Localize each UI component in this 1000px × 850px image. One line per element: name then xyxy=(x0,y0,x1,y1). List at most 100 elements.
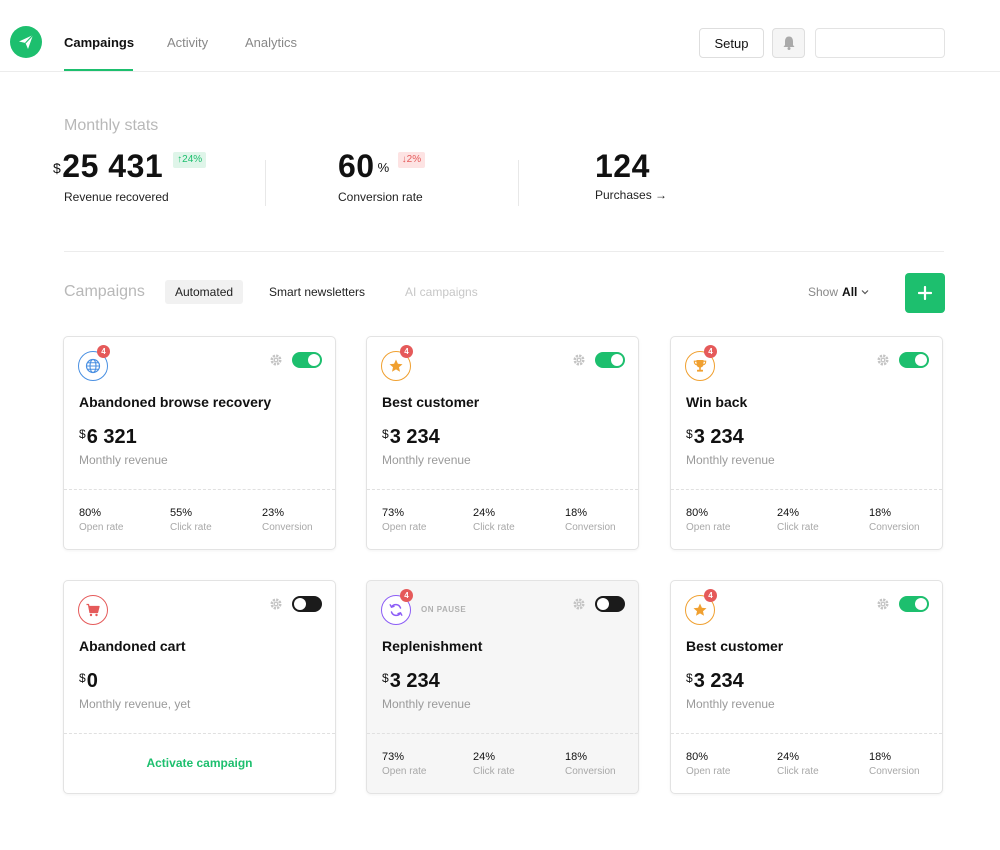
paper-plane-icon[interactable] xyxy=(10,26,42,58)
card-divider xyxy=(671,733,942,734)
currency-symbol: $ xyxy=(686,671,693,685)
revenue-amount: 3 234 xyxy=(693,670,744,692)
show-label: Show xyxy=(808,285,839,299)
metric-click-rate: 24% Click rate xyxy=(777,507,819,533)
revenue-amount: 0 xyxy=(86,670,98,692)
stat-purchases[interactable]: 124 Purchases → xyxy=(595,148,667,202)
status-badge: ON PAUSE xyxy=(421,605,467,614)
notifications-button[interactable] xyxy=(772,28,805,58)
gear-icon[interactable] xyxy=(876,597,890,611)
tab-smart-newsletters[interactable]: Smart newsletters xyxy=(269,285,366,299)
campaign-card[interactable]: 4 Abandoned browse recovery $ 6 321 Mont… xyxy=(63,336,336,550)
card-subtitle: Monthly revenue, yet xyxy=(79,697,191,711)
plus-icon xyxy=(918,286,932,300)
bell-icon xyxy=(783,36,794,50)
card-revenue: $ 3 234 xyxy=(686,426,744,449)
tab-ai-campaigns[interactable]: AI campaigns xyxy=(405,285,478,299)
gear-icon[interactable] xyxy=(876,353,890,367)
metric-click-rate: 24% Click rate xyxy=(473,507,515,533)
stat-revenue: $ 25 431 ↑24% Revenue recovered xyxy=(53,148,207,204)
card-title: Win back xyxy=(686,394,748,410)
campaign-card[interactable]: 4 Best customer $ 3 234 Monthly revenue … xyxy=(366,336,639,550)
conversion-value: 60 xyxy=(338,148,375,184)
active-tab-indicator xyxy=(64,69,133,71)
campaign-toggle[interactable] xyxy=(595,352,625,368)
revenue-label: Revenue recovered xyxy=(64,190,169,204)
gear-icon[interactable] xyxy=(572,597,586,611)
notification-badge: 4 xyxy=(704,589,717,602)
card-title: Abandoned cart xyxy=(79,638,186,654)
toggle-knob xyxy=(915,354,927,366)
card-revenue: $ 6 321 xyxy=(79,426,137,449)
toggle-knob xyxy=(611,354,623,366)
top-nav: Campaings Activity Analytics Setup xyxy=(0,0,1000,72)
show-value: All xyxy=(842,285,858,299)
card-subtitle: Monthly revenue xyxy=(686,697,775,711)
revenue-amount: 3 234 xyxy=(389,670,440,692)
gear-icon[interactable] xyxy=(269,597,283,611)
metric-open-rate: 80% Open rate xyxy=(686,507,731,533)
stat-divider xyxy=(265,160,266,206)
notification-badge: 4 xyxy=(704,345,717,358)
setup-button[interactable]: Setup xyxy=(699,28,764,58)
card-subtitle: Monthly revenue xyxy=(382,453,471,467)
card-title: Best customer xyxy=(686,638,784,654)
campaign-toggle[interactable] xyxy=(292,352,322,368)
card-revenue: $ 3 234 xyxy=(686,670,744,693)
tab-activity[interactable]: Activity xyxy=(167,35,209,50)
card-revenue: $ 0 xyxy=(79,670,98,693)
purchases-value: 124 xyxy=(595,148,650,184)
campaign-card[interactable]: 4 ON PAUSE Replenishment $ 3 234 Monthly… xyxy=(366,580,639,794)
metric-click-rate: 55% Click rate xyxy=(170,507,212,533)
gear-icon[interactable] xyxy=(269,353,283,367)
activate-campaign-button[interactable]: Activate campaign xyxy=(146,756,253,770)
campaign-toggle[interactable] xyxy=(292,596,322,612)
add-campaign-button[interactable] xyxy=(905,273,945,313)
account-menu[interactable] xyxy=(815,28,945,58)
revenue-delta-badge: ↑24% xyxy=(173,152,207,168)
metric-conversion: 23% Conversion xyxy=(262,507,313,533)
notification-badge: 4 xyxy=(400,345,413,358)
card-title: Best customer xyxy=(382,394,480,410)
card-revenue: $ 3 234 xyxy=(382,670,440,693)
campaign-toggle[interactable] xyxy=(899,352,929,368)
currency-symbol: $ xyxy=(53,160,62,176)
card-title: Replenishment xyxy=(382,638,483,654)
metric-click-rate: 24% Click rate xyxy=(473,751,515,777)
show-filter-dropdown[interactable]: Show All xyxy=(808,285,869,299)
toggle-knob xyxy=(597,598,609,610)
revenue-amount: 6 321 xyxy=(86,426,137,448)
percent-unit: % xyxy=(377,160,390,175)
tab-campaigns[interactable]: Campaings xyxy=(64,35,135,50)
campaign-toggle[interactable] xyxy=(595,596,625,612)
gear-icon[interactable] xyxy=(572,353,586,367)
toggle-knob xyxy=(308,354,320,366)
metric-conversion: 18% Conversion xyxy=(565,751,616,777)
star-icon xyxy=(381,351,411,381)
purchases-link[interactable]: Purchases → xyxy=(595,188,668,202)
monthly-stats-title: Monthly stats xyxy=(64,117,159,134)
card-divider xyxy=(64,733,335,734)
campaign-toggle[interactable] xyxy=(899,596,929,612)
toggle-knob xyxy=(294,598,306,610)
metric-open-rate: 73% Open rate xyxy=(382,751,427,777)
tab-automated[interactable]: Automated xyxy=(165,280,244,304)
cart-icon xyxy=(78,595,108,625)
metric-click-rate: 24% Click rate xyxy=(777,751,819,777)
tab-analytics[interactable]: Analytics xyxy=(245,35,298,50)
campaign-card[interactable]: 4 Best customer $ 3 234 Monthly revenue … xyxy=(670,580,943,794)
metric-conversion: 18% Conversion xyxy=(565,507,616,533)
campaign-card[interactable]: Abandoned cart $ 0 Monthly revenue, yet … xyxy=(63,580,336,794)
card-subtitle: Monthly revenue xyxy=(382,697,471,711)
stat-conversion: 60 % ↓2% Conversion rate xyxy=(338,148,426,204)
card-divider xyxy=(64,489,335,490)
conversion-label: Conversion rate xyxy=(338,190,423,204)
campaigns-title: Campaigns xyxy=(64,283,145,300)
currency-symbol: $ xyxy=(79,427,86,441)
revenue-value: 25 431 xyxy=(62,148,164,184)
currency-symbol: $ xyxy=(382,427,389,441)
campaign-card[interactable]: 4 Win back $ 3 234 Monthly revenue 80% Op… xyxy=(670,336,943,550)
currency-symbol: $ xyxy=(382,671,389,685)
revenue-amount: 3 234 xyxy=(389,426,440,448)
conversion-delta-badge: ↓2% xyxy=(397,152,426,168)
